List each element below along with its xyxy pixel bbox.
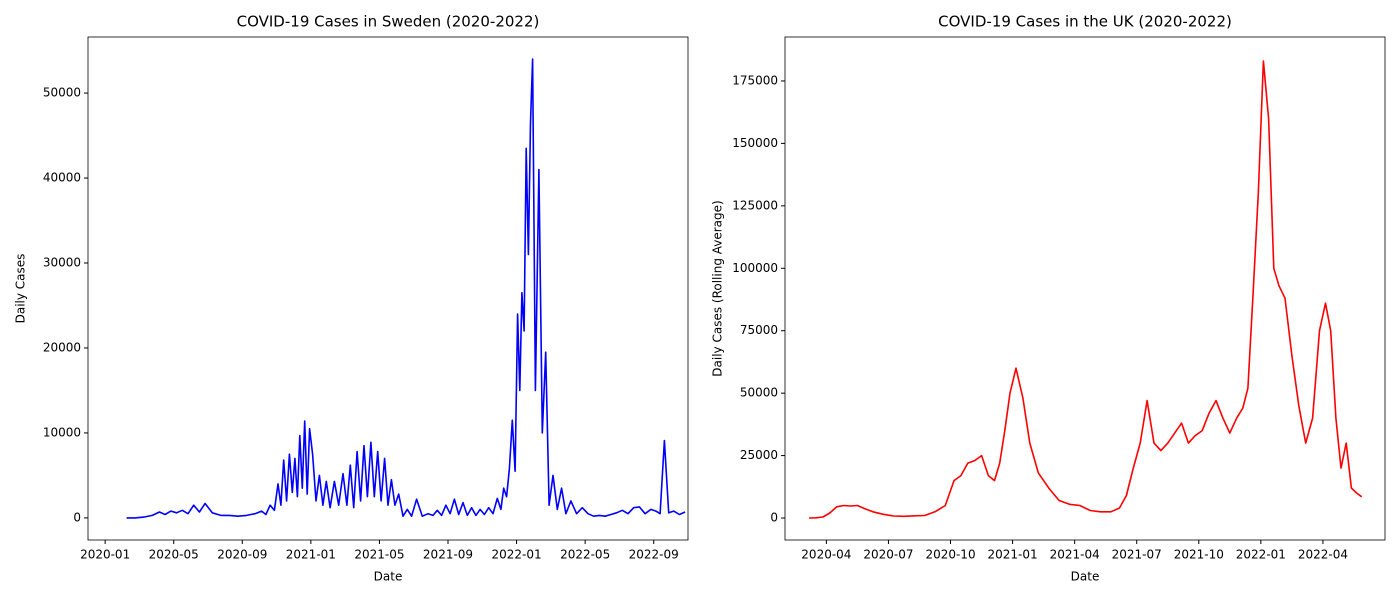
x-tick-label: 2021-01	[988, 548, 1038, 562]
data-line	[809, 60, 1363, 519]
y-tick-label: 30000	[43, 256, 81, 270]
y-tick-label: 40000	[43, 171, 81, 185]
chart-title: COVID-19 Cases in the UK (2020-2022)	[938, 13, 1232, 31]
x-tick-label: 2020-10	[925, 548, 975, 562]
y-tick-label: 20000	[43, 340, 81, 354]
x-tick-label: 2021-04	[1050, 548, 1100, 562]
plot-frame	[87, 36, 689, 541]
y-tick-label: 150000	[732, 136, 778, 150]
x-tick-label: 2020-01	[80, 548, 130, 562]
chart-title: COVID-19 Cases in Sweden (2020-2022)	[237, 13, 540, 31]
x-tick-label: 2020-05	[149, 548, 199, 562]
y-tick-label: 100000	[732, 261, 778, 275]
y-axis-label: Daily Cases (Rolling Average)	[711, 200, 725, 376]
data-line	[126, 58, 686, 519]
y-tick-label: 10000	[43, 425, 81, 439]
y-tick-label: 50000	[740, 386, 778, 400]
plot-frame	[784, 36, 1386, 541]
x-tick-label: 2022-04	[1298, 548, 1348, 562]
x-axis-label: Date	[1071, 570, 1100, 584]
y-tick-label: 0	[770, 511, 778, 525]
x-tick-label: 2021-09	[423, 548, 473, 562]
x-tick-label: 2021-10	[1174, 548, 1224, 562]
x-tick-label: 2020-09	[217, 548, 267, 562]
x-tick-label: 2022-09	[629, 548, 679, 562]
y-tick-label: 0	[73, 510, 81, 524]
y-tick-label: 50000	[43, 86, 81, 100]
x-tick-label: 2020-07	[863, 548, 913, 562]
x-tick-label: 2021-05	[354, 548, 404, 562]
x-axis-label: Date	[374, 570, 403, 584]
y-tick-label: 25000	[740, 448, 778, 462]
x-tick-label: 2021-01	[286, 548, 336, 562]
x-tick-label: 2022-01	[1236, 548, 1286, 562]
x-tick-label: 2022-01	[492, 548, 542, 562]
y-axis-label: Daily Cases	[14, 254, 28, 324]
x-tick-label: 2022-05	[560, 548, 610, 562]
x-tick-label: 2020-04	[801, 548, 851, 562]
y-tick-label: 125000	[732, 198, 778, 212]
y-tick-label: 175000	[732, 73, 778, 87]
x-tick-label: 2021-07	[1112, 548, 1162, 562]
y-tick-label: 75000	[740, 323, 778, 337]
